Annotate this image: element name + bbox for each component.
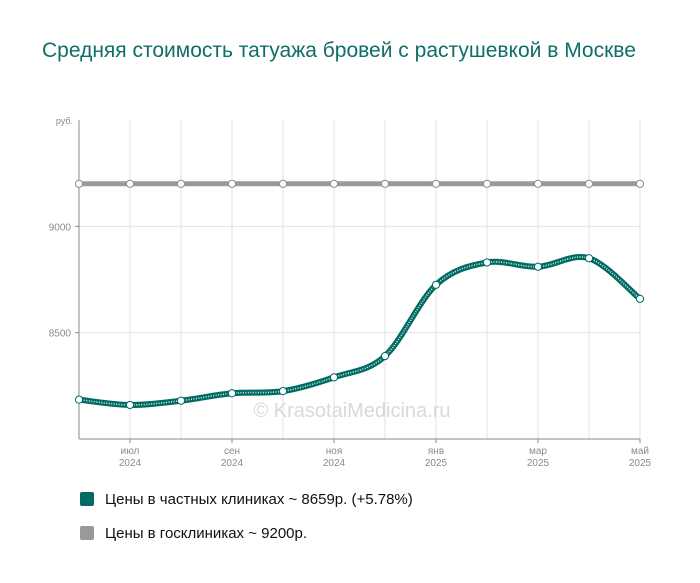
legend: Цены в частных клиниках ~ 8659р. (+5.78%… xyxy=(80,490,413,558)
series-layer xyxy=(74,179,645,410)
data-point-public xyxy=(482,179,492,188)
line-chart: руб.85009000июл2024сен2024ноя2024янв2025… xyxy=(49,116,652,469)
x-tick-label-year: 2024 xyxy=(119,458,142,469)
data-point-private xyxy=(482,258,492,267)
x-tick-label-month: сен xyxy=(224,446,240,457)
grid-lines xyxy=(78,120,641,439)
data-point-private xyxy=(125,400,135,410)
series-line-private xyxy=(76,254,643,408)
x-tick-label-month: июл xyxy=(121,446,140,457)
legend-swatch-private xyxy=(80,492,94,506)
x-tick-label-year: 2024 xyxy=(323,458,346,469)
data-point-private xyxy=(329,373,339,382)
data-point-public xyxy=(74,179,84,188)
data-point-public xyxy=(380,179,390,188)
y-tick-label: 9000 xyxy=(49,222,72,233)
data-point-private xyxy=(74,395,84,404)
data-point-public xyxy=(176,179,186,188)
data-point-private xyxy=(227,389,237,398)
data-point-public xyxy=(125,179,135,188)
watermark: © KrasotaiMedicina.ru xyxy=(253,400,450,422)
x-tick-label-year: 2025 xyxy=(425,458,448,469)
data-point-private xyxy=(635,294,645,303)
data-point-public xyxy=(635,179,645,188)
data-point-public xyxy=(227,179,237,188)
data-point-private xyxy=(176,396,186,405)
x-tick-label-year: 2025 xyxy=(629,458,652,469)
y-tick-label: 8500 xyxy=(49,329,72,340)
data-point-public xyxy=(278,179,288,188)
data-point-private xyxy=(431,280,441,289)
chart-title: Средняя стоимость татуажа бровей с расту… xyxy=(42,39,636,62)
y-axis-unit-label: руб. xyxy=(56,116,73,126)
data-point-private xyxy=(533,262,543,271)
x-tick-label-month: мар xyxy=(529,446,547,457)
x-tick-label-month: май xyxy=(631,446,649,457)
x-tick-label-month: ноя xyxy=(326,446,343,457)
legend-label-public: Цены в госклиниках ~ 9200р. xyxy=(105,524,308,542)
data-point-private xyxy=(380,351,390,361)
data-point-public xyxy=(329,179,339,188)
legend-item-public[interactable]: Цены в госклиниках ~ 9200р. xyxy=(80,524,413,542)
x-tick-label-year: 2025 xyxy=(527,458,550,469)
legend-item-private[interactable]: Цены в частных клиниках ~ 8659р. (+5.78%… xyxy=(80,490,413,508)
series-line-private-hatch xyxy=(78,256,641,406)
data-point-public xyxy=(584,179,594,188)
data-point-private xyxy=(278,387,288,396)
data-point-public xyxy=(431,179,441,188)
legend-swatch-public xyxy=(80,526,94,540)
data-point-public xyxy=(533,179,543,188)
axes: руб.85009000июл2024сен2024ноя2024янв2025… xyxy=(49,116,652,469)
legend-label-private: Цены в частных клиниках ~ 8659р. (+5.78%… xyxy=(105,490,413,508)
data-point-private xyxy=(584,254,594,263)
x-tick-label-year: 2024 xyxy=(221,458,244,469)
x-tick-label-month: янв xyxy=(428,446,444,457)
